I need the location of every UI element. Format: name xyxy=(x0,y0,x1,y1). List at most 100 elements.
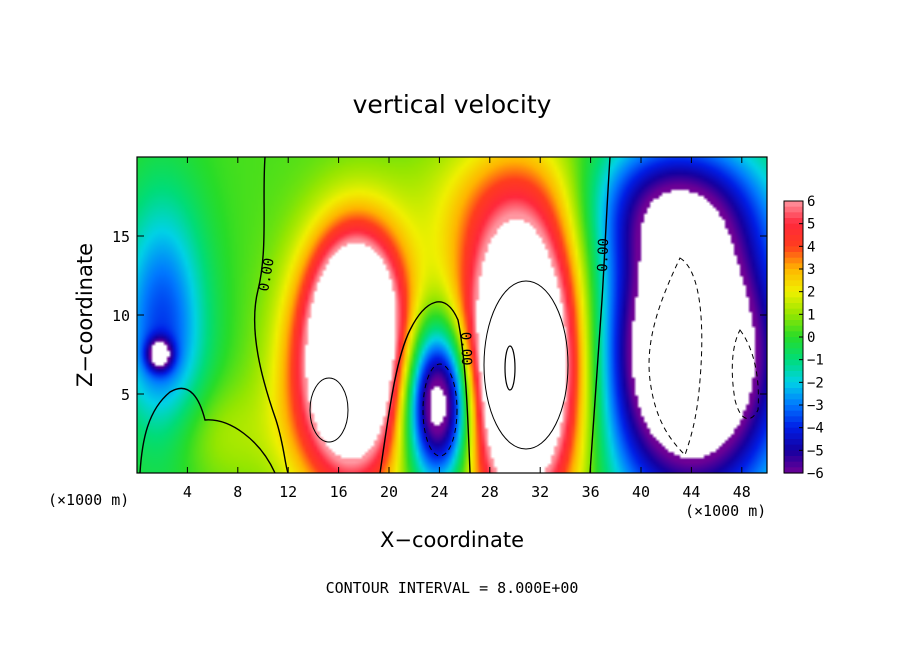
colorbar-swatch xyxy=(784,274,803,281)
colorbar-swatch xyxy=(784,354,803,361)
colorbar-swatch xyxy=(784,422,803,429)
colorbar-tick-label: −6 xyxy=(807,466,824,482)
colorbar-swatch xyxy=(784,303,803,310)
colorbar-swatch xyxy=(784,461,803,468)
colorbar-tick-label: −5 xyxy=(807,443,824,459)
colorbar-swatch xyxy=(784,325,803,332)
x-tick-label: 44 xyxy=(682,483,700,501)
colorbar-swatch xyxy=(784,320,803,327)
y-axis-label: Z−coordinate xyxy=(73,243,97,387)
colorbar-tick-label: −2 xyxy=(807,375,824,391)
contour-labels: 0.00 0.00 0.00 xyxy=(256,238,612,366)
colorbar-swatch xyxy=(784,223,803,230)
colorbar-swatch xyxy=(784,337,803,344)
contour-zero-line xyxy=(589,157,611,473)
colorbar-tick-label: 6 xyxy=(807,194,815,210)
colorbar-swatch xyxy=(784,427,803,434)
colorbar-swatch xyxy=(784,291,803,298)
x-tick-label: 24 xyxy=(430,483,448,501)
colorbar-swatch xyxy=(784,218,803,225)
contour-lines xyxy=(139,157,759,473)
colorbar-swatch xyxy=(784,410,803,417)
colorbar-swatch xyxy=(784,246,803,253)
colorbar-swatch xyxy=(784,365,803,372)
contour-positive-line xyxy=(483,280,569,450)
x-tick-label: 36 xyxy=(582,483,600,501)
y-tick-label: 5 xyxy=(121,386,130,404)
colorbar-swatch xyxy=(784,280,803,287)
colorbar-swatch xyxy=(784,286,803,293)
colorbar-swatch xyxy=(784,376,803,383)
colorbar-swatch xyxy=(784,201,803,208)
colorbar-swatch xyxy=(784,269,803,276)
x-unit-left: (×1000 m) xyxy=(48,491,129,509)
x-tick-label: 20 xyxy=(380,483,398,501)
x-tick-label: 4 xyxy=(183,483,192,501)
x-tick-label: 16 xyxy=(330,483,348,501)
colorbar-swatch xyxy=(784,297,803,304)
colorbar-swatch xyxy=(784,439,803,446)
colorbar-swatch xyxy=(784,371,803,378)
colorbar-swatch xyxy=(784,405,803,412)
x-tick-label: 48 xyxy=(733,483,751,501)
colorbar-swatch xyxy=(784,399,803,406)
x-tick-label: 28 xyxy=(481,483,499,501)
heatmap-field xyxy=(137,157,767,473)
colorbar-tick-label: 5 xyxy=(807,217,815,233)
contour-zero-line xyxy=(379,301,471,473)
colorbar-tick-label: 3 xyxy=(807,262,815,278)
contour-negative-line xyxy=(731,329,759,420)
colorbar-tick-label: −3 xyxy=(807,398,824,414)
y-tick-label: 10 xyxy=(112,307,130,325)
colorbar-swatch xyxy=(784,235,803,242)
contour-label: 0.00 xyxy=(256,257,278,293)
x-tick-label: 32 xyxy=(531,483,549,501)
colorbar-swatch xyxy=(784,206,803,213)
colorbar-swatch xyxy=(784,252,803,259)
colorbar-swatch xyxy=(784,257,803,264)
plot-area: 0.00 0.00 0.00 xyxy=(137,157,767,473)
colorbar-swatch xyxy=(784,416,803,423)
contour-label: 0.00 xyxy=(457,332,474,366)
colorbar-swatch xyxy=(784,444,803,451)
colorbar-swatch xyxy=(784,212,803,219)
colorbar-tick-label: 2 xyxy=(807,285,815,301)
colorbar: 6 5 4 3 2 1 0 −1 −2 −3 −4 −5 −6 xyxy=(783,194,824,482)
contour-negative-line xyxy=(648,257,703,456)
x-axis: 4 8 12 16 20 24 28 32 36 40 44 48 xyxy=(183,157,751,501)
x-tick-label: 8 xyxy=(233,483,242,501)
chart-title: vertical velocity xyxy=(353,90,552,119)
contour-label: 0.00 xyxy=(595,238,612,272)
colorbar-swatch xyxy=(784,229,803,236)
colorbar-swatch xyxy=(784,467,803,474)
colorbar-swatch xyxy=(784,308,803,315)
colorbar-swatch xyxy=(784,393,803,400)
colorbar-swatch xyxy=(784,342,803,349)
colorbar-tick-label: −1 xyxy=(807,353,824,369)
colorbar-swatch xyxy=(784,314,803,321)
colorbar-swatch xyxy=(784,450,803,457)
colorbar-swatch xyxy=(784,348,803,355)
colorbar-swatch xyxy=(784,388,803,395)
x-unit-right: (×1000 m) xyxy=(685,502,766,520)
y-axis: 5 10 15 xyxy=(112,228,767,404)
colorbar-swatch xyxy=(784,240,803,247)
colorbar-swatch xyxy=(784,359,803,366)
contour-negative-line xyxy=(422,363,458,457)
y-tick-label: 15 xyxy=(112,228,130,246)
contour-positive-line xyxy=(504,345,516,391)
colorbar-tick-label: 4 xyxy=(807,239,815,255)
contour-zero-line xyxy=(253,157,289,473)
colorbar-tick-label: 1 xyxy=(807,307,815,323)
colorbar-tick-label: −4 xyxy=(807,421,824,437)
x-axis-label: X−coordinate xyxy=(380,528,524,552)
contour-zero-line xyxy=(139,387,276,473)
colorbar-swatch xyxy=(784,331,803,338)
x-tick-label: 12 xyxy=(279,483,297,501)
contour-positive-line xyxy=(309,377,349,443)
colorbar-swatch xyxy=(784,382,803,389)
colorbar-swatch xyxy=(784,456,803,463)
contour-interval-note: CONTOUR INTERVAL = 8.000E+00 xyxy=(326,579,579,597)
x-tick-label: 40 xyxy=(632,483,650,501)
